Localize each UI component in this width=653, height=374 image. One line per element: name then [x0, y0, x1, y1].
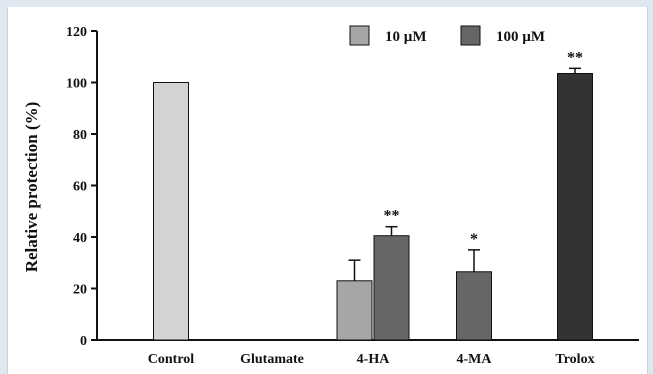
y-tick-label: 60	[73, 180, 87, 195]
y-tick-label: 0	[80, 334, 87, 349]
x-tick-label: 4-MA	[457, 352, 493, 367]
bar	[336, 280, 373, 341]
x-tick-label: Trolox	[555, 352, 594, 367]
bar	[456, 271, 492, 341]
bar-chart: Relative protection (%) 020406080100120 …	[22, 25, 639, 367]
x-tick-label: Control	[148, 352, 195, 367]
legend-label: 100 µM	[496, 29, 545, 45]
legend-swatch	[460, 25, 481, 46]
y-tick-label: 40	[73, 231, 87, 246]
y-tick-label: 120	[66, 25, 87, 40]
y-tick-label: 20	[73, 283, 87, 298]
bar	[373, 235, 410, 341]
significance-label: **	[567, 49, 583, 66]
x-axis: Control Glutamate 4-HA 4-MA Trolox	[97, 339, 639, 367]
x-tick-label: Glutamate	[240, 352, 304, 367]
bar	[557, 72, 593, 341]
significance-label: **	[384, 208, 400, 225]
bar-series: *****	[153, 49, 593, 341]
bar	[153, 82, 189, 341]
legend-swatch	[349, 25, 370, 46]
y-tick-label: 80	[73, 128, 87, 143]
legend: 10 µM 100 µM	[349, 25, 545, 46]
y-axis: 0 20 40 60 80 100 120	[66, 25, 98, 349]
x-tick-label: 4-HA	[357, 352, 391, 367]
significance-label: *	[470, 231, 478, 248]
y-axis-title: Relative protection (%)	[22, 102, 41, 273]
y-tick-label: 100	[66, 77, 87, 92]
legend-label: 10 µM	[385, 29, 427, 45]
chart-panel: Relative protection (%) 0 20 40 60 80 100 120 …	[7, 7, 648, 374]
